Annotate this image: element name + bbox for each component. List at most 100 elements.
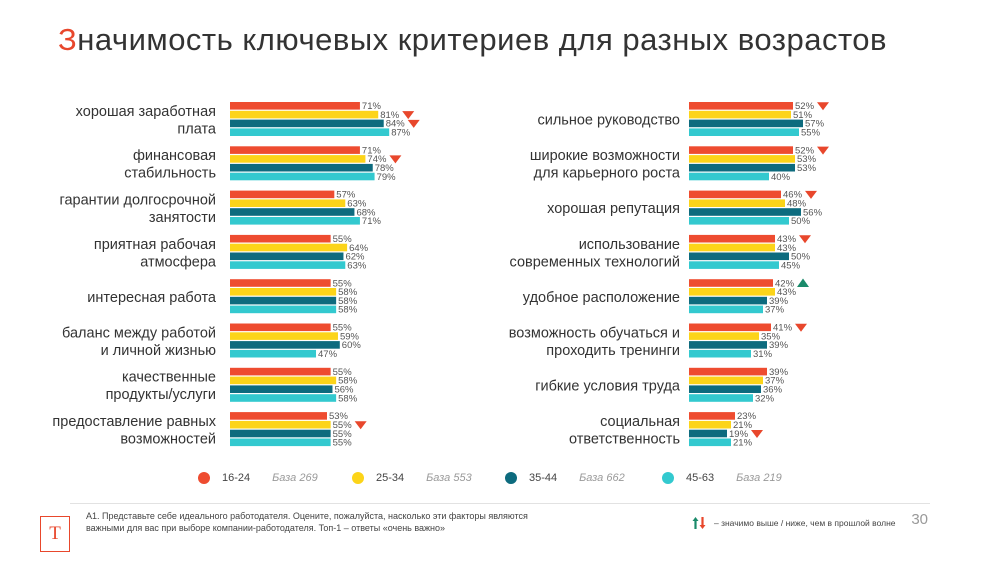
category-label: хорошая репутация [547,201,680,217]
data-label: 39% [769,340,789,351]
bar-16-24 [230,323,331,332]
data-label: 71% [362,101,382,112]
data-label: 71% [362,216,382,227]
bar-35-44 [689,429,727,438]
data-label: 57% [336,190,356,201]
bar-45-63 [689,305,763,314]
down-triangle-icon [751,430,763,438]
category-label: гибкие условия труда [535,378,681,394]
category-label: и личной жизнью [101,343,216,359]
category-label: баланс между работой [62,325,216,341]
bar-25-34 [230,243,348,252]
category-label: использование [579,237,680,253]
bar-35-44 [689,252,789,261]
bar-16-24 [230,234,331,243]
data-label: 55% [333,234,353,245]
data-label: 62% [345,252,365,263]
bar-35-44 [230,341,340,349]
data-label: 58% [338,393,358,404]
bar-25-34 [689,420,731,429]
down-triangle-icon [407,119,420,128]
bar-45-63 [230,172,375,181]
category-label: финансовая [133,148,216,164]
bar-25-34 [230,110,379,119]
category-label: современных технологий [510,254,680,270]
down-triangle-icon [805,190,817,199]
category-label: широкие возможности [530,148,680,164]
bar-16-24 [689,412,735,420]
data-label: 37% [765,305,785,316]
data-label: 39% [769,296,789,307]
bar-16-24 [230,412,327,420]
bar-25-34 [689,199,785,207]
up-down-arrows-icon [692,517,706,529]
category-label: возможностей [120,431,216,447]
bar-45-63 [689,217,789,225]
bar-16-24 [689,146,793,154]
data-label: 78% [375,163,395,174]
legend-name: 16-24 [222,472,251,484]
category-label: возможность обучаться и [509,325,680,341]
data-label: 58% [338,296,358,307]
up-triangle-icon [797,278,809,287]
down-triangle-icon [795,323,807,332]
bar-35-44 [230,119,384,128]
down-triangle-icon [817,146,829,155]
bar-16-24 [689,279,773,287]
legend-dot [505,472,517,484]
data-label: 36% [763,385,783,396]
data-label: 37% [765,376,785,387]
category-label: занятости [149,210,216,226]
data-label: 56% [334,385,354,396]
data-label: 53% [797,163,817,174]
data-label: 60% [342,340,362,351]
data-label: 41% [773,323,793,334]
data-label: 58% [338,305,358,316]
data-label: 48% [787,199,807,210]
page-number: 30 [911,511,928,528]
data-label: 58% [338,287,358,298]
category-label: хорошая заработная [76,104,216,120]
bar-35-44 [230,163,373,172]
legend-dot [662,472,674,484]
data-label: 55% [333,278,353,289]
data-label: 52% [795,101,815,112]
category-label: плата [177,121,217,137]
bar-45-63 [689,172,769,181]
data-label: 64% [349,243,369,254]
data-label: 21% [733,420,753,431]
category-label: гарантии долгосрочной [59,192,216,208]
bar-45-63 [230,394,337,402]
legend-item: 45-63 База 219 [662,468,782,488]
data-label: 71% [362,145,382,156]
bar-16-24 [689,102,793,110]
bar-45-63 [230,261,346,269]
bar-16-24 [689,190,781,199]
data-label: 81% [380,110,400,121]
bar-25-34 [689,243,775,252]
bar-16-24 [230,279,331,287]
footer-divider [70,503,930,504]
legend-item: 16-24 База 269 [198,468,318,488]
data-label: 55% [333,367,353,378]
category-label: проходить тренинги [546,343,680,359]
bar-25-34 [689,332,759,340]
category-label: удобное расположение [523,290,680,306]
bar-25-34 [689,376,763,385]
page-title: Значимость ключевых критериев для разных… [58,22,888,57]
bar-16-24 [689,234,775,243]
category-label: для карьерного роста [534,166,681,182]
data-label: 19% [729,429,749,440]
data-label: 40% [771,172,791,183]
data-label: 43% [777,287,797,298]
category-label: качественные [122,370,216,386]
bar-25-34 [230,332,338,340]
bar-25-34 [230,288,337,296]
bar-35-44 [689,163,795,172]
data-label: 31% [753,349,773,360]
bar-16-24 [689,323,771,332]
legend-item: 35-44 База 662 [505,468,625,488]
bar-45-63 [689,261,779,269]
down-triangle-icon [817,102,829,111]
down-triangle-icon [402,111,415,120]
